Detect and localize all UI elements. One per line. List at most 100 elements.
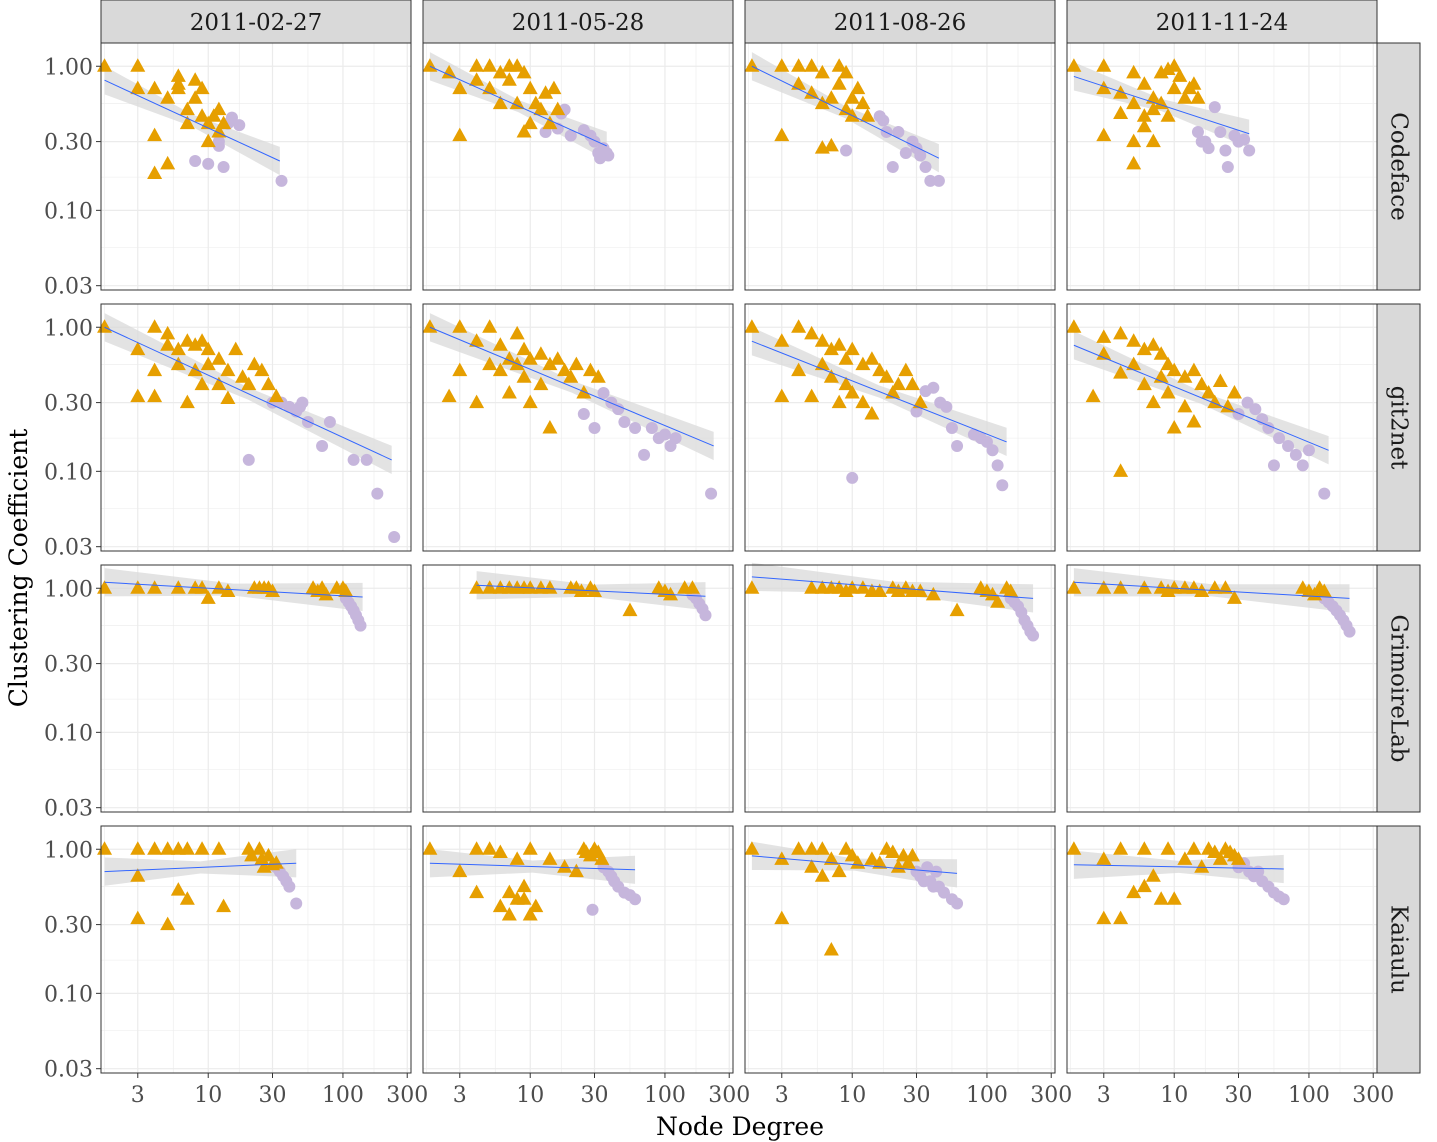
triangle-point <box>900 855 916 869</box>
triangle-point <box>831 58 847 72</box>
triangle-point <box>179 841 195 855</box>
fit-line <box>429 326 714 447</box>
circle-point <box>612 403 625 416</box>
triangle-point <box>130 341 146 356</box>
triangle-point <box>1136 580 1152 594</box>
x-tick-label: 30 <box>581 1083 609 1108</box>
circle-point <box>618 416 631 429</box>
triangle-point <box>568 356 584 371</box>
column-strip <box>1066 0 1378 44</box>
y-tick-label: 0.03 <box>44 536 93 561</box>
triangle-point <box>194 108 210 122</box>
y-tick-label: 0.30 <box>44 914 93 939</box>
column-strip-label: 2011-02-27 <box>190 10 323 36</box>
triangle-point <box>1166 891 1182 905</box>
column-strip-label: 2011-08-26 <box>834 10 967 36</box>
triangle-point <box>200 115 216 130</box>
triangle-point <box>844 847 860 862</box>
fit-line <box>104 79 281 162</box>
triangle-point <box>130 80 146 95</box>
panel-border <box>1066 42 1378 291</box>
triangle-point <box>814 333 830 347</box>
y-tick-label: 0.03 <box>44 797 93 822</box>
fit-line <box>751 65 940 159</box>
panel-grid <box>101 565 411 812</box>
circle-point <box>910 405 923 418</box>
triangle-point <box>220 390 236 405</box>
panel-border <box>1066 825 1378 1074</box>
triangle-point <box>216 898 232 913</box>
triangle-point <box>774 58 790 72</box>
triangle-point <box>804 580 820 594</box>
panel <box>97 303 412 552</box>
circle-point <box>996 479 1009 492</box>
triangle-point <box>422 319 438 333</box>
x-tick-label: 3 <box>1097 1083 1111 1108</box>
triangle-point <box>542 851 558 865</box>
triangle-point <box>482 319 498 333</box>
panel <box>1066 303 1378 552</box>
triangle-point <box>509 325 525 340</box>
triangle-point <box>855 356 871 371</box>
triangle-point <box>522 80 538 95</box>
circle-point <box>1302 444 1315 457</box>
panel <box>97 825 412 1074</box>
triangle-point <box>441 64 457 79</box>
triangle-point <box>179 101 195 116</box>
triangle-point <box>160 841 176 855</box>
circle-point <box>301 416 314 429</box>
triangle-point <box>211 351 227 365</box>
triangle-point <box>469 580 485 594</box>
triangle-point <box>823 341 839 356</box>
triangle-point <box>452 80 468 95</box>
circle-point <box>586 903 599 916</box>
triangle-point <box>522 351 538 365</box>
panel-border <box>422 564 734 813</box>
triangle-point <box>831 76 847 90</box>
triangle-point <box>1145 90 1161 104</box>
triangle-point <box>1066 58 1082 72</box>
x-tick-label: 300 <box>1352 1083 1394 1108</box>
panels <box>97 42 1378 1074</box>
triangle-point <box>147 388 163 403</box>
triangle-point <box>864 851 880 865</box>
triangle-point <box>170 341 186 356</box>
triangle-point <box>1160 841 1176 855</box>
triangle-point <box>791 841 807 855</box>
circle-point <box>283 880 296 893</box>
circle-point <box>914 149 927 162</box>
triangle-point <box>823 90 839 104</box>
triangle-point <box>1113 910 1129 925</box>
triangle-point <box>744 580 760 594</box>
fit-line <box>751 855 958 874</box>
x-tick-label: 300 <box>386 1083 428 1108</box>
circle-point <box>371 487 384 500</box>
circle-point <box>1191 125 1204 138</box>
row-strip <box>1376 303 1421 552</box>
panel-border <box>744 564 1056 813</box>
triangle-point <box>1145 868 1161 882</box>
triangle-point <box>469 58 485 72</box>
y-tick-label: 0.10 <box>44 199 93 224</box>
triangle-point <box>1096 58 1112 72</box>
triangle-point <box>1212 851 1228 865</box>
triangle-point <box>422 841 438 855</box>
x-tick-label: 30 <box>259 1083 287 1108</box>
circle-point <box>347 453 360 466</box>
triangle-point <box>452 863 468 878</box>
x-tick-label: 100 <box>966 1083 1008 1108</box>
triangle-point <box>469 884 485 899</box>
circle-point <box>1027 629 1040 642</box>
triangle-point <box>452 362 468 377</box>
triangle-point <box>791 319 807 333</box>
circle-point <box>892 125 905 138</box>
panel-border <box>1066 303 1378 552</box>
triangle-point <box>469 394 485 409</box>
x-tick-label: 100 <box>322 1083 364 1108</box>
triangle-point <box>872 583 888 597</box>
panel-border <box>1066 564 1378 813</box>
triangle-point <box>482 356 498 371</box>
panel-border <box>744 42 1056 291</box>
x-tick-label: 3 <box>131 1083 145 1108</box>
